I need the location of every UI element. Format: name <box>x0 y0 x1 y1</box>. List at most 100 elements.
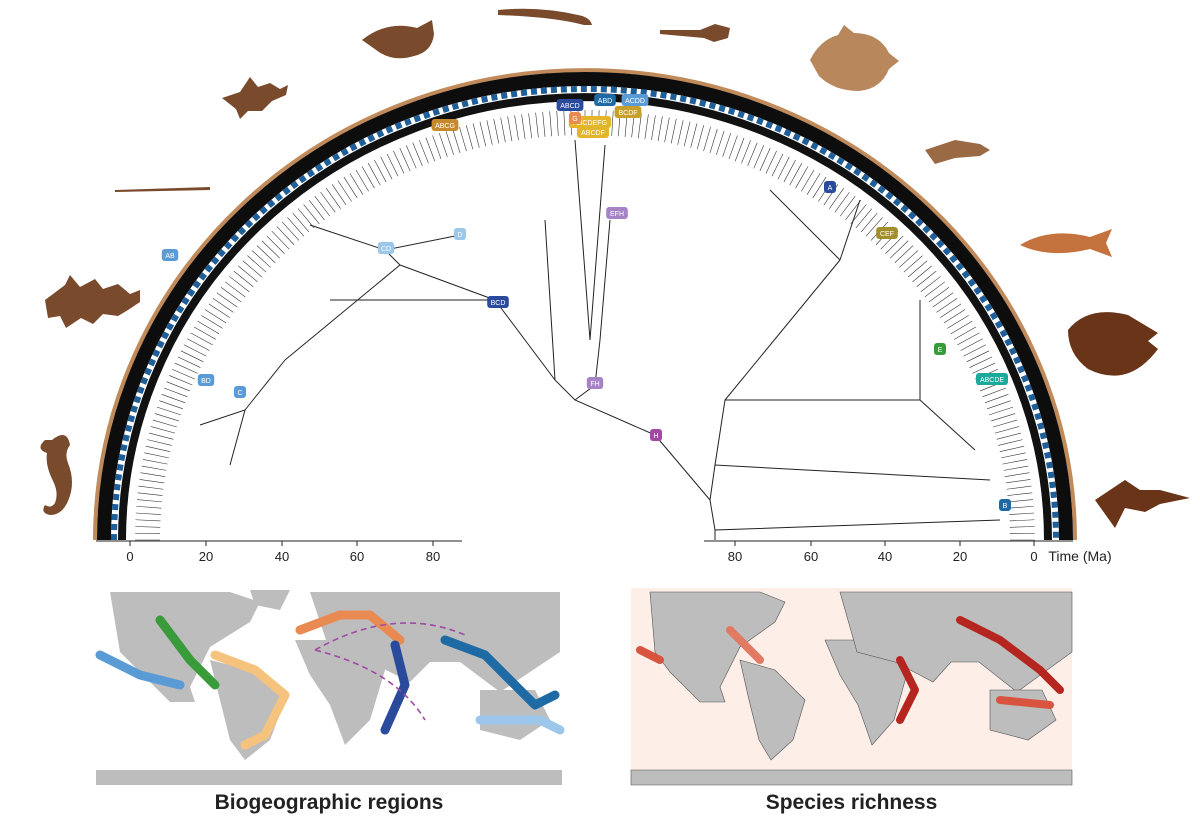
tree-tip-line <box>445 130 454 155</box>
tree-tip-line <box>406 145 417 169</box>
time-axis-left <box>96 540 462 546</box>
tree-tip-line <box>380 156 393 180</box>
tree-tip-line <box>303 204 320 225</box>
node-badge-label: ABD <box>598 98 612 105</box>
tree-tip-line <box>438 133 448 157</box>
time-axis-right <box>704 540 1073 546</box>
node-badge-label: B <box>1003 503 1008 510</box>
tree-tip-line <box>142 459 168 465</box>
tree-tip-line <box>677 120 684 145</box>
tree-tip-line <box>479 121 487 147</box>
tree-tip-line <box>163 387 188 398</box>
tree-tip-line <box>986 400 1011 410</box>
tree-tip-line <box>152 419 177 428</box>
tree-tip-line <box>136 499 162 503</box>
tree-tip-line <box>777 156 790 180</box>
tree-tip-line <box>716 130 725 155</box>
tree-tip-line <box>611 110 614 136</box>
tree-tip-line <box>242 260 263 278</box>
right-tick-label: 80 <box>728 549 742 564</box>
scorpionfish-silhouette <box>1095 480 1190 528</box>
tree-tip-line <box>834 191 850 213</box>
node-badge <box>556 99 584 111</box>
tree-tip-line <box>542 111 546 137</box>
snipefish-silhouette <box>660 24 730 42</box>
tree-tip-line <box>229 276 250 293</box>
node-badge-label: ACDD <box>625 98 645 105</box>
tree-tip-line <box>216 292 238 308</box>
tree-tip-line <box>326 188 341 209</box>
tree-tip-line <box>936 298 958 313</box>
tree-tip-line <box>993 419 1018 428</box>
tree-tip-line <box>801 169 815 192</box>
tree-tip-line <box>320 191 336 213</box>
tree-tip-line <box>1003 465 1029 471</box>
right-tick-label: 60 <box>804 549 818 564</box>
tree-tip-line <box>670 118 677 144</box>
tree-tip-line <box>912 265 932 283</box>
tree-tip-line <box>889 240 909 259</box>
tree-tip-line <box>839 195 856 217</box>
tree-tip-line <box>135 526 161 528</box>
axis-tick-labels: 0 20 40 60 80 80 60 40 20 0 Time (Ma) <box>126 548 1111 564</box>
tree-tip-line <box>549 111 552 137</box>
tree-tip-line <box>412 142 423 166</box>
tree-tip-line <box>292 212 310 233</box>
tree-tip-line <box>556 110 559 136</box>
tree-tip-line <box>972 362 996 374</box>
flying-gurnard-silhouette <box>925 140 990 164</box>
tree-tip-line <box>314 195 331 217</box>
left-tick-label: 40 <box>275 549 289 564</box>
tree-tip-line <box>657 116 663 142</box>
tree-tip-line <box>521 114 526 140</box>
node-badge-label: ABCDEFG <box>573 120 607 127</box>
tree-tip-line <box>899 250 919 268</box>
tree-tip-line <box>136 505 162 509</box>
tree-tip-line <box>950 320 973 335</box>
tree-tip-line <box>829 188 844 209</box>
tree-tip-line <box>271 230 290 250</box>
tree-tip-line <box>393 150 405 174</box>
tree-tip-line <box>514 115 519 141</box>
right-tick-label: 20 <box>953 549 967 564</box>
node-badge-label: FH <box>590 381 599 388</box>
tree-tip-line <box>759 147 771 172</box>
tree-tip-line <box>459 126 467 152</box>
node-badge-label: E <box>938 347 943 354</box>
tree-tip-line <box>771 153 784 177</box>
left-tick-label: 20 <box>199 549 213 564</box>
node-badge <box>586 377 604 389</box>
tree-tip-line <box>208 303 230 318</box>
tree-tip-line <box>144 452 169 459</box>
fish-silhouettes <box>40 8 1190 528</box>
tree-tip-line <box>928 287 950 303</box>
pipefish-silhouette <box>115 187 210 192</box>
tree-tip-line <box>349 173 364 195</box>
tree-tip-line <box>137 492 163 496</box>
tree-tip-line <box>728 135 738 160</box>
tree-tip-line <box>452 128 461 153</box>
tree-tip-line <box>500 117 506 143</box>
node-badge <box>577 126 609 138</box>
tree-tip-line <box>984 394 1009 404</box>
node-badge <box>454 228 466 240</box>
tree-tip-line <box>812 176 827 199</box>
node-badge <box>650 429 662 441</box>
sunfish-silhouette <box>1068 312 1158 376</box>
tree-node-badges: ABCGABBCDABCDABDABCDEFGABCDFBCDFACDDCEFA… <box>161 94 1011 511</box>
tree-tip-line <box>180 350 204 363</box>
tree-tip-line <box>147 439 172 446</box>
tree-tip-line <box>1009 526 1035 528</box>
tree-tip-line <box>1008 505 1034 509</box>
node-badge-label: BCDF <box>618 110 637 117</box>
tree-tip-line <box>690 123 698 148</box>
node-badge-label: BD <box>201 378 211 385</box>
tree-tip-line <box>996 432 1021 440</box>
goatfish-silhouette <box>1020 229 1112 257</box>
tree-tip-line <box>1005 479 1031 484</box>
tree-tip-line <box>943 309 966 324</box>
tree-tip-line <box>399 147 411 172</box>
tree-tip-line <box>355 169 369 192</box>
node-badge <box>431 119 459 131</box>
tree-tip-line <box>161 394 186 404</box>
